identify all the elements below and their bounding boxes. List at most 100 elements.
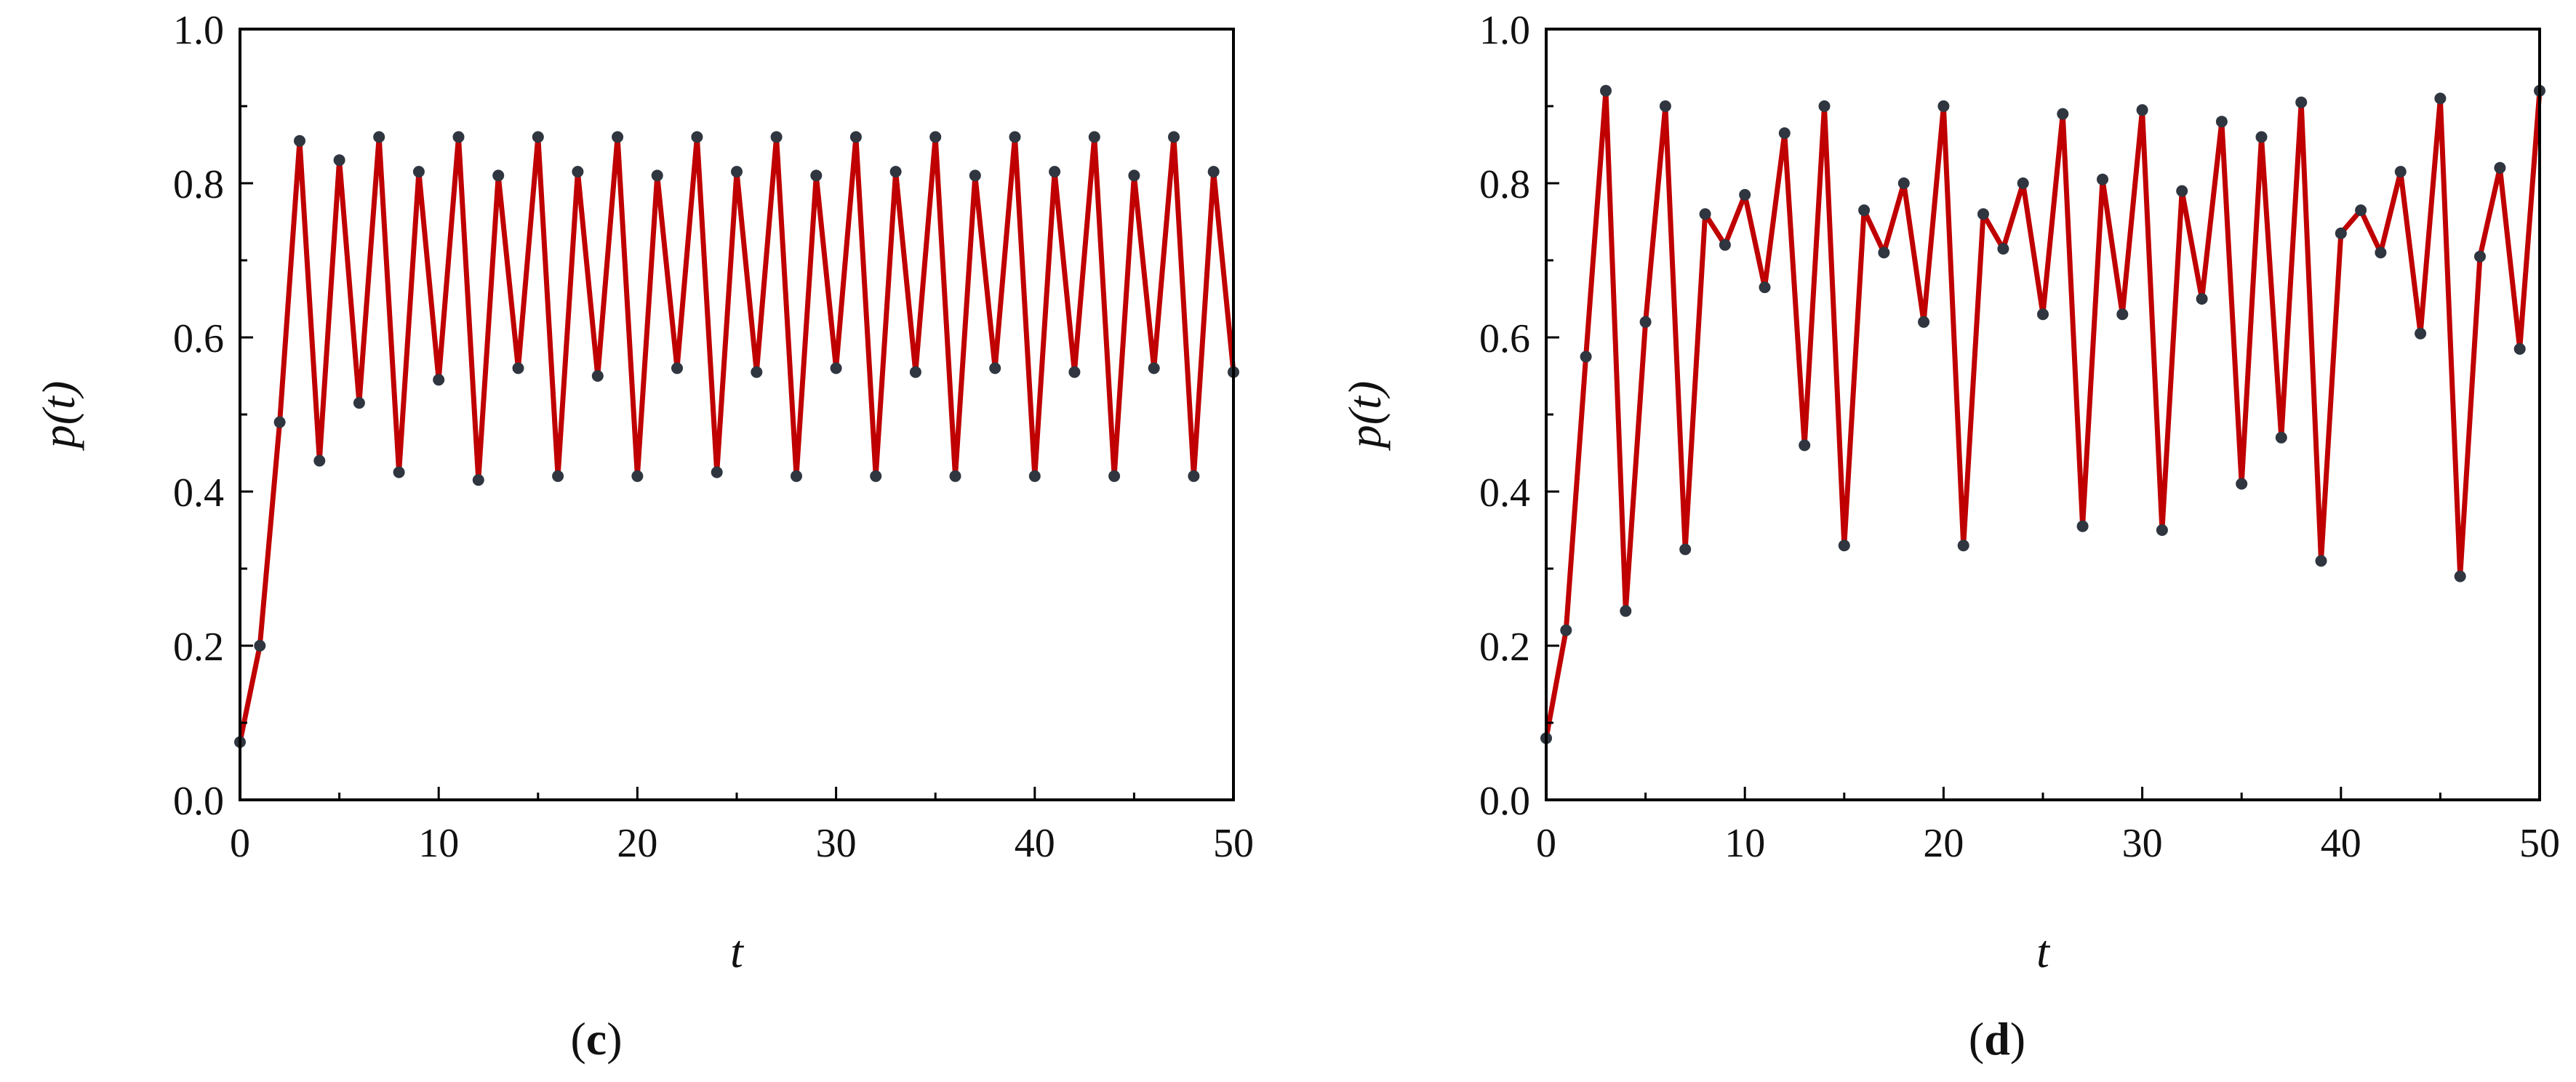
panel-c-y-tick-label: 0.0 (173, 779, 224, 824)
panel-c-plot-frame (239, 28, 1235, 801)
panel-d-y-axis-title: p(t) (1339, 381, 1391, 451)
panel-c-data-point (612, 131, 624, 143)
panel-d-data-point (2375, 247, 2387, 259)
panel-c-data-point (512, 362, 524, 374)
panel-d-data-point (2057, 108, 2069, 120)
panel-d-y-tick-label: 1.0 (1479, 8, 1530, 53)
panel-c-data-point (572, 166, 584, 178)
panel-d-data-point (1997, 243, 2009, 255)
panel-c-data-point (810, 169, 823, 182)
panel-d-x-tick-label: 30 (2122, 821, 2163, 866)
panel-d-data-point (1918, 316, 1930, 328)
panel-c-data-point (691, 131, 703, 143)
panel-c-data-point (492, 169, 505, 182)
panel-d-data-point (1818, 100, 1831, 112)
panel-c-data-point (1088, 131, 1100, 143)
panel-c-data-point (333, 154, 345, 167)
panel-d-data-point (1560, 624, 1572, 636)
panel-d-data-point (1600, 84, 1612, 97)
panel-c-x-axis-title: t (730, 926, 745, 977)
panel-c-data-point (591, 370, 604, 382)
panel-d-data-point (2176, 185, 2188, 197)
panel-c-data-point (552, 470, 564, 482)
panel-d-series-line (1543, 88, 2543, 741)
panel-c-data-point (751, 366, 763, 378)
panel-c-data-point (433, 374, 445, 386)
panel-c-data-point (929, 131, 942, 143)
panel-d-data-point (1620, 605, 1632, 617)
panel-c-y-tick-label: 0.4 (173, 470, 224, 516)
panel-c-y-axis-title-pre: p( (33, 406, 84, 451)
panel-d-data-point (1778, 127, 1791, 140)
panel-d-data-point (2335, 227, 2347, 239)
panel-d-data-point (2295, 96, 2308, 108)
panel-c-data-point (1128, 169, 1140, 182)
panel-d-data-point (2394, 166, 2407, 178)
panel-d-data-point (1838, 540, 1850, 552)
panel-c-data-point (452, 131, 465, 143)
panel-d-data-point (1739, 188, 1751, 201)
panel-c-data-point (412, 166, 425, 178)
panel-d-data-point (2037, 308, 2049, 321)
panel-c-data-point (849, 131, 862, 143)
panel-c-data-point (1148, 362, 1160, 374)
panel-c-y-axis-title-var: t (33, 395, 84, 409)
panel-c-y-tick-label: 0.6 (173, 316, 224, 361)
panel-d-y-axis-title-post: ) (1339, 381, 1391, 399)
panel-c-series-line (237, 134, 1236, 745)
panel-c-data-point (711, 466, 723, 478)
panel-d-data-point (1580, 350, 1592, 363)
panel-d-data-point (1858, 204, 1871, 217)
panel-c-data-point (651, 169, 663, 182)
panel-c: 0 10 20 30 40 500.00.20.40.60.81.0 t p(t) (c) (33, 8, 1254, 1065)
panel-d-y-axis-title-var: t (1339, 395, 1391, 409)
panel-d-data-point (1759, 281, 1771, 294)
panel-d-data-point (2017, 177, 2029, 189)
panel-d-data-point (2355, 204, 2367, 217)
panel-c-data-point (1188, 470, 1200, 482)
panel-d-data-point (2097, 173, 2108, 185)
panel-c-caption-close: ) (607, 1013, 622, 1065)
panel-d-data-point (2236, 478, 2248, 490)
panel-c-data-point (889, 166, 902, 178)
panel-c-y-tick-label: 0.2 (173, 625, 224, 670)
panel-c-data-point (1068, 366, 1081, 378)
panel-c-data-point (1028, 470, 1041, 482)
panel-d-data-point (1977, 208, 1989, 220)
panel-c-data-point (1049, 166, 1061, 178)
panel-d-data-point (1699, 208, 1711, 220)
panel-d-data-point (2315, 555, 2327, 567)
panel-d: 0 10 20 30 40 500.00.20.40.60.81.0 t p(t) (d) (1339, 8, 2560, 1065)
panel-d-data-point (2156, 524, 2168, 536)
panel-d-x-tick-label: 20 (1923, 821, 1964, 866)
panel-d-x-tick-label: 40 (2321, 821, 2361, 866)
panel-c-x-tick-label: 10 (418, 821, 459, 866)
panel-c-data-point (1009, 131, 1021, 143)
panel-d-caption-open: ( (1969, 1013, 1984, 1065)
panel-d-x-tick-label: 10 (1724, 821, 1765, 866)
panel-c-x-tick-label: 30 (816, 821, 857, 866)
panel-d-y-tick-label: 0.2 (1479, 625, 1530, 670)
panel-c-data-point (671, 362, 683, 374)
panel-c-data-point (830, 362, 842, 374)
panel-d-data-point (2513, 342, 2526, 355)
panel-d-y-axis-title-pre: p( (1339, 406, 1391, 451)
panel-c-marks (234, 131, 1239, 748)
panel-d-data-point (1897, 177, 1910, 189)
panel-c-x-tick-label: 50 (1213, 821, 1254, 866)
panel-d-data-point (2415, 327, 2427, 340)
panel-c-y-axis-title-post: ) (33, 381, 84, 399)
panel-c-x-tick-label: 0 (230, 821, 250, 866)
panel-c-caption: (c) (570, 1013, 622, 1065)
panel-d-data-point (2275, 431, 2287, 444)
panel-c-data-point (254, 640, 266, 652)
panel-c-data-point (989, 362, 1001, 374)
panel-d-data-point (1799, 439, 1811, 452)
panel-c-data-point (909, 366, 921, 378)
panel-d-data-point (2196, 293, 2208, 305)
panel-c-y-tick-label: 0.8 (173, 162, 224, 207)
panel-c-data-point (1207, 166, 1220, 178)
panel-d-data-point (2215, 116, 2228, 128)
panel-c-data-point (1108, 470, 1121, 482)
